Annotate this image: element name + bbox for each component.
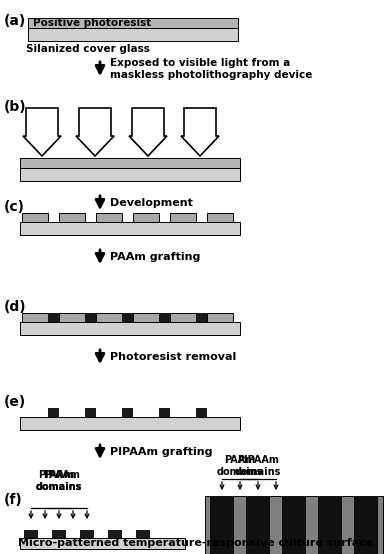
Bar <box>354 496 378 554</box>
Bar <box>48 408 59 417</box>
Bar <box>20 168 240 181</box>
Bar <box>59 213 85 222</box>
Bar <box>122 313 133 322</box>
Text: Exposed to visible light from a
maskless photolithography device: Exposed to visible light from a maskless… <box>110 58 312 80</box>
Bar <box>85 408 96 417</box>
Text: (d): (d) <box>4 300 27 314</box>
FancyArrow shape <box>23 108 61 156</box>
Bar <box>133 313 159 322</box>
FancyArrow shape <box>76 108 114 156</box>
Bar <box>159 313 170 322</box>
Text: Photoresist removal: Photoresist removal <box>110 352 236 362</box>
FancyArrow shape <box>129 108 167 156</box>
Bar <box>170 313 196 322</box>
Text: (a): (a) <box>4 14 26 28</box>
Text: PAAm
domains: PAAm domains <box>36 470 82 492</box>
Text: PAAm
domains: PAAm domains <box>217 455 263 477</box>
Bar <box>20 322 240 335</box>
Text: Development: Development <box>110 198 193 208</box>
FancyArrow shape <box>181 108 219 156</box>
Text: PAAm grafting: PAAm grafting <box>110 252 200 262</box>
Bar <box>246 496 270 554</box>
Bar <box>205 496 383 554</box>
Bar <box>20 222 240 235</box>
Bar <box>196 313 207 322</box>
Bar <box>96 313 122 322</box>
Bar <box>80 530 94 538</box>
Text: (f): (f) <box>4 493 23 507</box>
Bar <box>24 530 38 538</box>
Bar <box>133 213 159 222</box>
Bar <box>122 408 133 417</box>
Bar <box>85 313 96 322</box>
Text: (c): (c) <box>4 200 25 214</box>
Bar <box>28 18 238 28</box>
Bar <box>196 408 207 417</box>
Bar <box>207 213 233 222</box>
Bar <box>318 496 342 554</box>
Bar <box>170 213 196 222</box>
Bar <box>20 538 185 549</box>
Bar <box>28 28 238 41</box>
Bar <box>136 530 150 538</box>
Bar <box>108 530 122 538</box>
Bar <box>159 408 170 417</box>
Text: (b): (b) <box>4 100 27 114</box>
Bar <box>210 496 234 554</box>
Bar <box>20 158 240 168</box>
Bar <box>48 313 59 322</box>
Bar <box>282 496 306 554</box>
Text: PIPAAm
domains: PIPAAm domains <box>235 455 281 477</box>
Bar <box>22 213 48 222</box>
Bar <box>96 213 122 222</box>
Bar <box>22 313 48 322</box>
Text: (e): (e) <box>4 395 26 409</box>
Text: Silanized cover glass: Silanized cover glass <box>26 44 150 54</box>
Text: PIPAAm grafting: PIPAAm grafting <box>110 447 212 457</box>
Bar <box>207 313 233 322</box>
Bar <box>20 417 240 430</box>
Bar <box>59 313 85 322</box>
Text: Micro-patterned temperature-responsive culture surface: Micro-patterned temperature-responsive c… <box>18 538 374 548</box>
Text: Positive photoresist: Positive photoresist <box>33 18 151 28</box>
Bar <box>52 530 66 538</box>
Text: PIPAAm
domains: PIPAAm domains <box>36 470 82 492</box>
